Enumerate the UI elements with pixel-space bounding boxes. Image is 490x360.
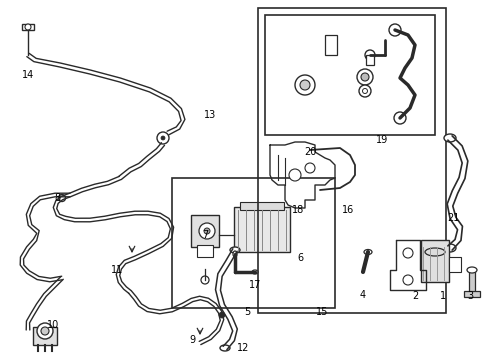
Bar [172,178,335,308]
Text: 5: 5 [244,307,250,317]
Text: 16: 16 [342,205,354,215]
Circle shape [41,327,49,335]
Circle shape [389,24,401,36]
Text: 19: 19 [376,135,388,145]
Bar [258,8,446,313]
Circle shape [199,223,215,239]
Text: 9: 9 [189,335,195,345]
Circle shape [403,275,413,285]
Circle shape [58,194,66,202]
Text: 7: 7 [202,230,208,240]
Text: 15: 15 [316,307,328,317]
Ellipse shape [230,247,240,253]
Text: 6: 6 [297,253,303,263]
Bar [325,35,337,55]
Bar [234,207,290,252]
Bar [469,270,475,295]
Circle shape [361,73,369,81]
Circle shape [295,75,315,95]
Text: 17: 17 [249,280,261,290]
Text: 13: 13 [204,110,216,120]
Ellipse shape [364,249,372,255]
Circle shape [37,323,53,339]
Circle shape [300,80,310,90]
Bar [265,15,435,135]
Circle shape [365,50,375,60]
Bar [22,24,34,30]
Bar [421,240,449,282]
Circle shape [403,248,413,258]
Text: 10: 10 [47,320,59,330]
Ellipse shape [252,270,258,274]
Text: 3: 3 [467,291,473,301]
Circle shape [305,163,315,173]
Circle shape [357,69,373,85]
Bar [191,215,219,247]
Text: 2: 2 [412,291,418,301]
Text: 12: 12 [237,343,249,353]
Text: 14: 14 [22,70,34,80]
Circle shape [25,24,31,30]
Text: 20: 20 [304,147,316,157]
Text: 11: 11 [111,265,123,275]
Bar [240,202,284,210]
Circle shape [161,136,165,140]
Circle shape [363,89,368,94]
Ellipse shape [444,134,456,142]
Circle shape [201,276,209,284]
Text: 21: 21 [447,213,459,223]
Circle shape [157,132,169,144]
Bar [366,55,374,65]
Ellipse shape [233,251,237,257]
Bar [464,291,480,297]
Circle shape [289,169,301,181]
Bar [449,257,461,272]
Text: 18: 18 [292,205,304,215]
Circle shape [394,112,406,124]
Ellipse shape [467,267,477,273]
Text: 8: 8 [54,193,60,203]
Bar [33,327,57,345]
Bar [197,245,213,257]
Circle shape [219,312,225,318]
Circle shape [204,228,210,234]
Text: 1: 1 [440,291,446,301]
Circle shape [359,85,371,97]
Ellipse shape [444,244,456,252]
Ellipse shape [425,248,445,256]
Ellipse shape [220,345,230,351]
Text: 4: 4 [360,290,366,300]
